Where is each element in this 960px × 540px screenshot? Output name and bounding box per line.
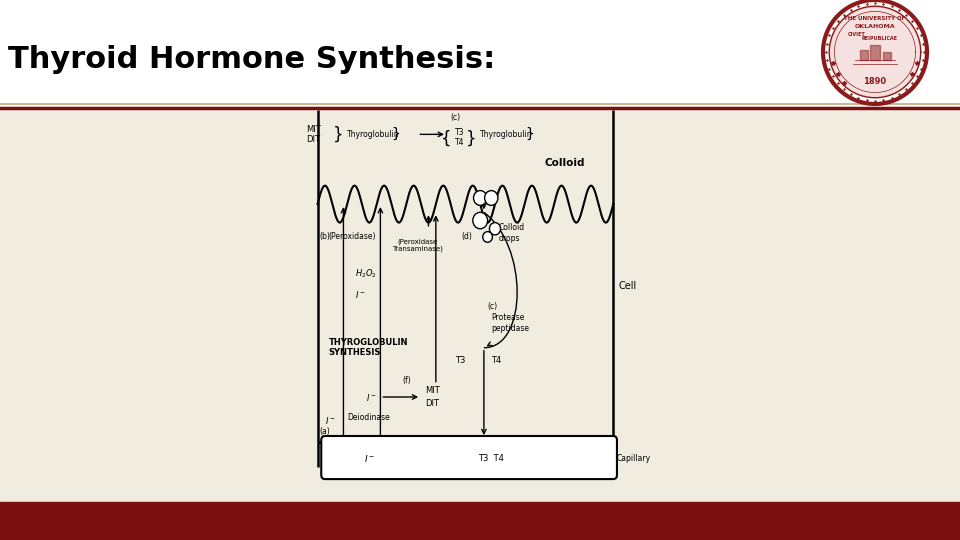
Text: Thyroid Hormone Synthesis:: Thyroid Hormone Synthesis: — [8, 45, 495, 75]
Bar — [870, 45, 880, 60]
Bar — [860, 50, 868, 60]
Text: THE UNIVERSITY OF: THE UNIVERSITY OF — [844, 16, 905, 21]
Bar — [0, 107, 960, 502]
Circle shape — [483, 232, 492, 242]
Text: (c): (c) — [450, 113, 461, 123]
Text: Thyroglobulin: Thyroglobulin — [480, 130, 533, 139]
Text: (Peroxidase): (Peroxidase) — [328, 232, 376, 241]
Text: Colloid
drops: Colloid drops — [498, 223, 525, 242]
Bar — [0, 0, 960, 110]
Text: T3: T3 — [455, 128, 465, 137]
Text: T4: T4 — [492, 355, 501, 364]
Text: T3  T4: T3 T4 — [478, 454, 504, 463]
Text: $I^-$: $I^-$ — [325, 415, 336, 426]
Text: $\}$: $\}$ — [466, 129, 476, 148]
Text: (a): (a) — [320, 427, 330, 436]
Text: (Peroxidase
Transaminase): (Peroxidase Transaminase) — [392, 238, 443, 252]
Text: Cell: Cell — [619, 281, 637, 291]
Text: $I^-$: $I^-$ — [354, 289, 365, 300]
Text: (b): (b) — [320, 232, 330, 241]
Text: REIPUBLICAE: REIPUBLICAE — [862, 36, 898, 40]
Text: 1890: 1890 — [863, 78, 887, 86]
Bar — [0, 502, 960, 540]
Bar — [883, 52, 891, 60]
Text: Colloid: Colloid — [545, 158, 586, 168]
Text: (f): (f) — [402, 376, 411, 385]
Text: T3: T3 — [455, 355, 466, 364]
Text: $H_2O_2$: $H_2O_2$ — [354, 268, 376, 280]
Text: Thyroglobulin: Thyroglobulin — [348, 130, 399, 139]
Circle shape — [472, 212, 488, 229]
FancyBboxPatch shape — [322, 436, 617, 479]
Text: DIT: DIT — [424, 399, 439, 408]
Text: Deiodinase: Deiodinase — [348, 413, 390, 422]
Text: Capillary: Capillary — [617, 454, 651, 463]
Text: $I^-$: $I^-$ — [366, 392, 376, 402]
Text: $I^-$: $I^-$ — [364, 453, 375, 464]
Text: MIT: MIT — [424, 386, 440, 395]
Circle shape — [473, 191, 487, 205]
Text: (c): (c) — [488, 302, 497, 311]
Text: $\}$: $\}$ — [524, 126, 534, 143]
Text: $\}$: $\}$ — [392, 126, 400, 143]
Text: CIVIET: CIVIET — [848, 31, 866, 37]
Text: OKLAHOMA: OKLAHOMA — [854, 24, 896, 29]
Text: T4: T4 — [455, 138, 465, 147]
Text: $\}$: $\}$ — [332, 125, 343, 144]
Text: THYROGLOBULIN
SYNTHESIS: THYROGLOBULIN SYNTHESIS — [328, 338, 408, 357]
Circle shape — [485, 191, 498, 205]
Text: MIT
DIT: MIT DIT — [306, 125, 322, 144]
Circle shape — [829, 7, 921, 97]
Text: Protease
peptidase: Protease peptidase — [492, 313, 529, 333]
Text: $\{$: $\{$ — [440, 129, 450, 148]
Circle shape — [490, 222, 500, 235]
Text: (d): (d) — [462, 232, 472, 241]
